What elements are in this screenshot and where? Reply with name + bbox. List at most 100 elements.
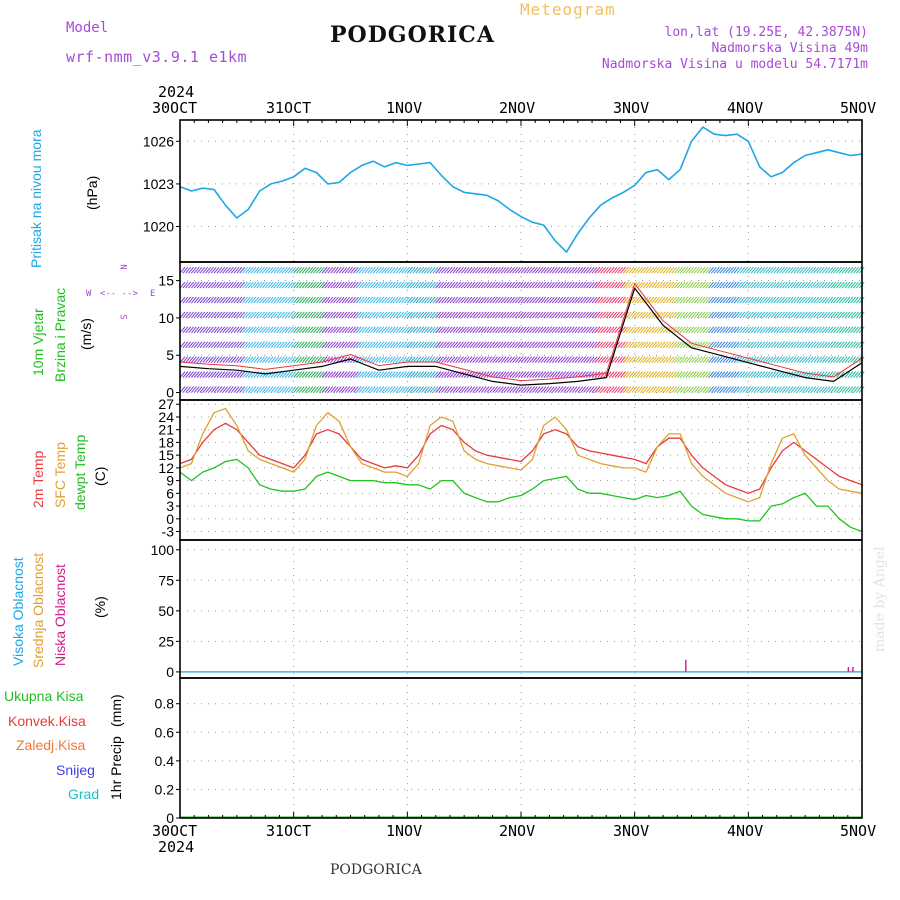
wind-barb: [628, 311, 635, 319]
wind-barb: [219, 311, 226, 319]
wind-barb: [469, 356, 476, 364]
wind-barb: [801, 296, 808, 304]
wind-barb: [460, 266, 467, 274]
wind-barb: [836, 281, 842, 289]
wind-barb: [841, 311, 848, 319]
wind-barb: [699, 296, 706, 304]
wind-barb: [711, 341, 717, 349]
wind-barb: [676, 296, 683, 304]
wind-barb: [514, 266, 521, 274]
wind-barb: [284, 371, 291, 378]
wind-barb: [279, 371, 285, 378]
wind-barb: [395, 266, 402, 274]
wind-barb: [273, 281, 280, 289]
wind-barb: [182, 311, 189, 319]
wind-barb: [392, 356, 399, 364]
wind-barb: [617, 311, 624, 319]
wind-barb: [395, 341, 402, 349]
wind-barb: [364, 281, 371, 289]
wind-barb: [608, 296, 615, 304]
wind-barb: [423, 386, 430, 393]
wind-barb: [574, 311, 581, 319]
top-time-label: 31OCT: [266, 99, 312, 117]
wind-barb: [512, 311, 518, 319]
wind-barb: [654, 311, 660, 319]
elevation: Nadmorska Visina 49m: [711, 41, 868, 56]
wind-barb: [622, 281, 629, 289]
wind-barb: [196, 356, 203, 364]
wind-barb: [239, 296, 246, 304]
wind-barb: [253, 266, 260, 274]
wind-barb: [330, 371, 336, 378]
wind-barb: [472, 296, 479, 304]
wind-barb: [304, 311, 311, 319]
wind-barb: [725, 281, 731, 289]
wind-barb: [179, 311, 186, 319]
wind-barb: [531, 386, 538, 393]
wind-barb: [844, 341, 851, 349]
wind-barb: [381, 296, 388, 304]
wind-barb: [739, 371, 746, 378]
wind-barb: [620, 386, 626, 393]
wind-barb: [506, 296, 513, 304]
wind-barb: [281, 371, 288, 378]
wind-barb: [603, 326, 609, 334]
wind-barb: [267, 356, 274, 364]
wind-barb: [617, 341, 624, 349]
wind-barb: [290, 266, 297, 274]
wind-barb: [583, 296, 589, 304]
wind-barb: [509, 296, 516, 304]
wind-barb: [603, 356, 609, 364]
wind-barb: [585, 356, 592, 364]
wind-barb: [233, 371, 240, 378]
wind-barb: [659, 356, 666, 364]
wind-barb: [543, 386, 550, 393]
wind-barb: [642, 281, 649, 289]
wind-barb: [756, 311, 763, 319]
wind-barb: [358, 341, 365, 349]
wind-barb: [202, 281, 209, 289]
wind-barb: [725, 266, 731, 274]
wind-barb: [745, 386, 751, 393]
wind-barb: [423, 326, 430, 334]
wind-barb: [699, 326, 706, 334]
wind-barb: [767, 266, 774, 274]
wind-barb: [213, 326, 220, 334]
wind-barb: [691, 296, 697, 304]
wind-barb: [685, 296, 692, 304]
wind-barb: [452, 326, 459, 334]
wind-barb: [287, 326, 294, 334]
wind-barb: [523, 296, 530, 304]
wind-barb: [193, 371, 200, 378]
wind-barb: [614, 311, 621, 319]
wind-barb: [384, 356, 390, 364]
wind-barb: [725, 386, 731, 393]
wind-barb: [711, 281, 717, 289]
wind-barb: [588, 296, 595, 304]
wind-barb: [486, 371, 493, 378]
wind-barb: [227, 296, 234, 304]
wind-barb: [540, 296, 547, 304]
wind-barb: [244, 296, 251, 304]
wind-barb: [208, 266, 214, 274]
wind-barb: [182, 356, 189, 364]
wind-barb: [225, 311, 231, 319]
wind-barb: [313, 296, 319, 304]
wind-barb: [747, 341, 754, 349]
wind-barb: [523, 311, 530, 319]
wind-barb: [227, 311, 234, 319]
wind-barb: [639, 296, 646, 304]
y-tick-label: 1023: [143, 176, 174, 192]
wind-barb: [642, 296, 649, 304]
precip-legend-snow: Snijeg: [56, 762, 95, 778]
wind-barb: [401, 281, 408, 289]
wind-barb: [398, 341, 405, 349]
wind-barb: [779, 296, 785, 304]
wind-barb: [634, 356, 641, 364]
wind-barb: [318, 281, 325, 289]
wind-barb: [412, 386, 419, 393]
wind-barb: [242, 281, 248, 289]
wind-barb: [310, 266, 317, 274]
wind-barb: [520, 311, 527, 319]
wind-barb: [262, 266, 268, 274]
